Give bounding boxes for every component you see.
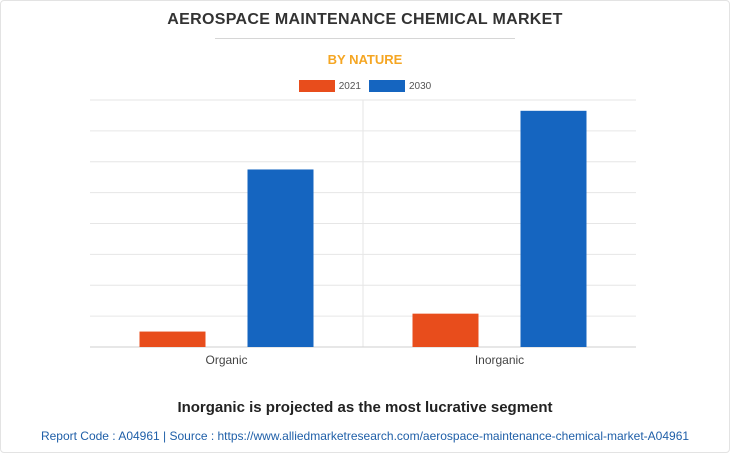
chart-subtitle: BY NATURE bbox=[327, 52, 403, 67]
source-footer[interactable]: Report Code : A04961 | Source : https://… bbox=[40, 429, 690, 443]
legend: 2021 2030 bbox=[0, 80, 730, 92]
bar-2021-organic bbox=[139, 331, 206, 347]
bar-2021-inorganic bbox=[412, 313, 479, 347]
legend-label-2030: 2030 bbox=[409, 80, 432, 92]
x-tick-label: Inorganic bbox=[475, 353, 524, 367]
legend-label-2021: 2021 bbox=[338, 80, 361, 92]
legend-item-2030[interactable]: 2030 bbox=[369, 80, 431, 92]
legend-swatch-2030 bbox=[369, 80, 405, 92]
bar-2030-inorganic bbox=[520, 110, 587, 348]
x-tick-label: Organic bbox=[205, 353, 247, 367]
bar-2030-organic bbox=[247, 169, 314, 347]
legend-item-2021[interactable]: 2021 bbox=[298, 80, 361, 92]
legend-swatch-2021 bbox=[298, 80, 335, 92]
title-divider bbox=[215, 38, 515, 39]
chart-title: AEROSPACE MAINTENANCE CHEMICAL MARKET bbox=[167, 11, 563, 28]
chart-tagline: Inorganic is projected as the most lucra… bbox=[177, 399, 553, 416]
